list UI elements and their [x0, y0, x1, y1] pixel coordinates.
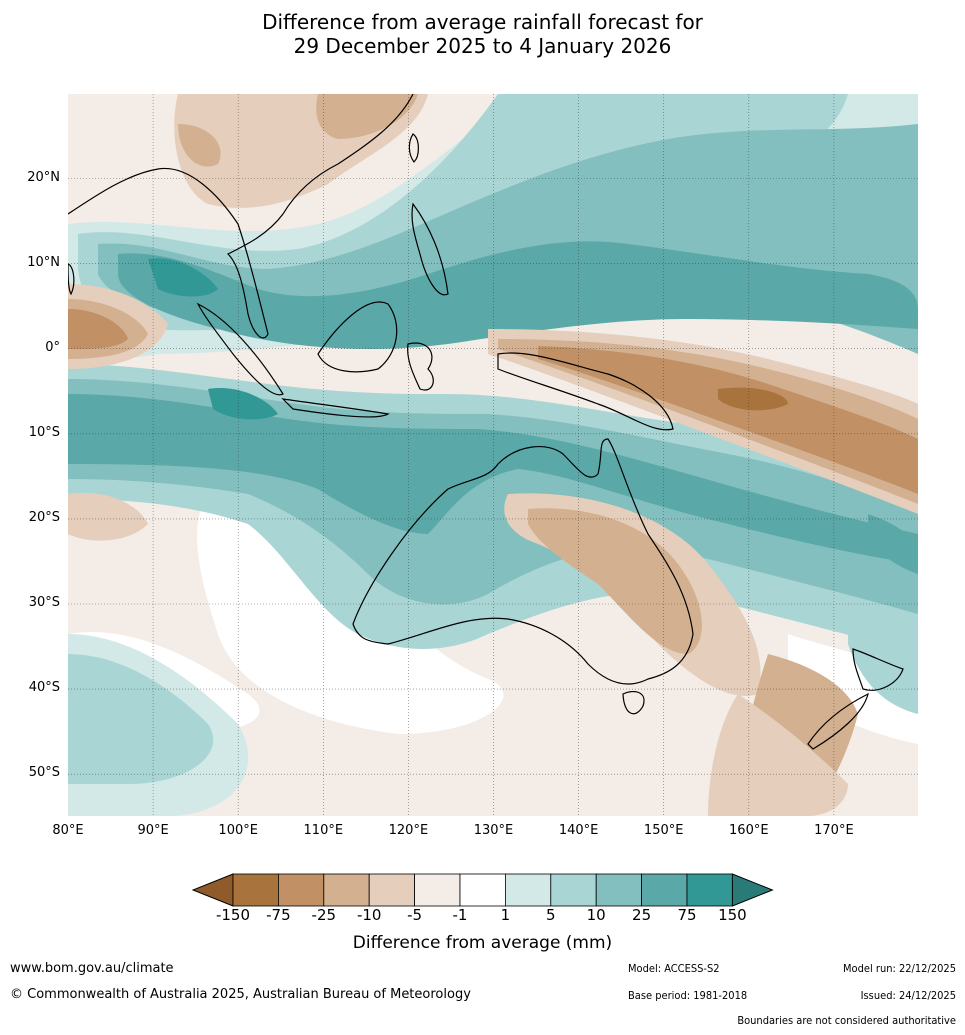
colorbar-tick-label: 150 — [718, 906, 747, 924]
issued-date: Issued: 24/12/2025 — [860, 989, 956, 1002]
borneo-coastline — [317, 301, 398, 373]
colorbar-over-arrow — [731, 873, 774, 907]
wet-anomaly-bands — [68, 94, 918, 816]
australia-coastline — [352, 438, 694, 685]
rainfall-anomaly-map — [68, 94, 918, 816]
new-zealand-coastline — [852, 648, 904, 691]
colorbar-segment — [641, 873, 688, 907]
latitude-label: 0° — [45, 339, 60, 355]
latitude-label: 20°S — [28, 509, 60, 525]
latitude-label: 30°S — [28, 595, 60, 610]
colorbar-tick-label: -1 — [452, 906, 468, 924]
sumatra-coastline — [196, 302, 284, 396]
dry-anomaly-areas — [68, 94, 918, 816]
taiwan-coastline — [408, 133, 419, 163]
colorbar-segment — [368, 873, 415, 907]
longitude-label: 110°E — [303, 823, 344, 838]
asia-mainland-coastline — [68, 94, 414, 339]
colorbar-segment — [504, 873, 552, 907]
longitude-label: 150°E — [643, 823, 684, 838]
colorbar-tick-label: -10 — [356, 906, 382, 924]
colorbar-tick-label: -75 — [266, 906, 291, 924]
colorbar-tick-label: -5 — [407, 906, 423, 924]
java-coastline — [281, 398, 390, 418]
colorbar-tick-label: 10 — [586, 906, 606, 924]
map-canvas — [68, 94, 918, 816]
graticule — [68, 94, 918, 816]
new-zealand-south-coastline — [807, 692, 869, 750]
latitude-label: 20°N — [27, 169, 60, 185]
model-name: Model: ACCESS-S2 — [628, 962, 720, 975]
longitude-label: 170°E — [814, 823, 854, 838]
map-title-line-2: 29 December 2025 to 4 January 2026 — [293, 34, 672, 58]
longitude-label: 130°E — [473, 823, 514, 838]
sulawesi-coastline — [407, 342, 434, 391]
latitude-label: 50°S — [28, 765, 60, 781]
colorbar-tick-label: 1 — [500, 906, 511, 924]
longitude-label: 120°E — [388, 823, 429, 838]
coastlines — [68, 94, 904, 750]
colorbar-segment — [459, 873, 506, 907]
colorbar-tick-label: 25 — [632, 906, 652, 924]
tasmania-coastline — [622, 691, 645, 715]
colorbar-canvas — [191, 873, 774, 907]
colorbar-tick-label: -25 — [311, 906, 337, 924]
latitude-label: 10°S — [28, 424, 60, 440]
colorbar-tick-label: 5 — [546, 906, 556, 924]
copyright-text: © Commonwealth of Australia 2025, Austra… — [10, 987, 471, 1002]
legend-colorbar — [191, 873, 774, 907]
latitude-label: 40°S — [28, 680, 60, 696]
colorbar-segment — [686, 873, 733, 907]
latitude-label: 10°N — [27, 254, 60, 270]
new-guinea-coastline — [497, 352, 674, 431]
colorbar-segment — [323, 873, 370, 907]
website-link[interactable]: www.bom.gov.au/climate — [10, 961, 174, 976]
sri-lanka-coastline — [68, 263, 75, 296]
colorbar-tick-label: 75 — [677, 906, 697, 924]
colorbar-segment — [232, 873, 279, 907]
colorbar-segment — [414, 873, 461, 907]
colorbar-segment — [595, 873, 643, 907]
legend-title: Difference from average (mm) — [352, 933, 613, 953]
longitude-label: 90°E — [137, 823, 169, 838]
colorbar-segment — [550, 873, 597, 907]
longitude-label: 160°E — [729, 823, 769, 838]
colorbar-tick-label: -150 — [215, 906, 251, 924]
map-title-line-1: Difference from average rainfall forecas… — [262, 10, 703, 34]
longitude-label: 100°E — [218, 823, 258, 838]
longitude-label: 140°E — [558, 823, 599, 838]
colorbar-under-arrow — [191, 873, 234, 907]
boundaries-disclaimer: Boundaries are not considered authoritat… — [737, 1014, 956, 1027]
philippines-coastline — [411, 202, 449, 296]
base-period: Base period: 1981-2018 — [628, 989, 748, 1002]
model-run-date: Model run: 22/12/2025 — [843, 962, 956, 975]
colorbar-segment — [278, 873, 325, 907]
longitude-label: 80°E — [52, 823, 84, 838]
